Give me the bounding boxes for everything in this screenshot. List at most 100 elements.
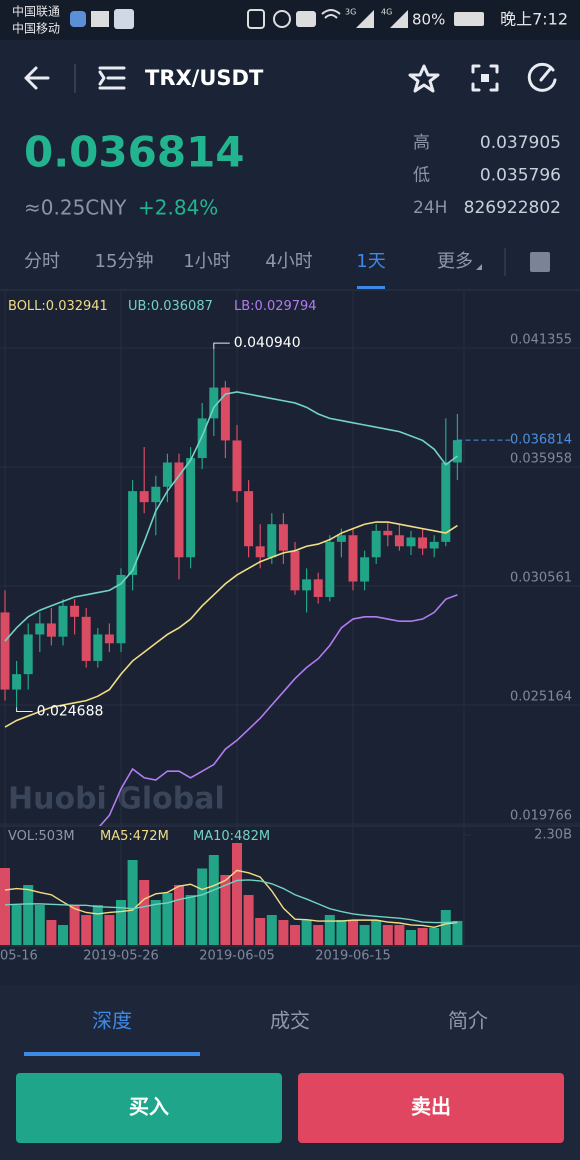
volume-bar <box>208 854 219 945</box>
candle-body <box>104 634 114 644</box>
volume-bar <box>232 842 242 945</box>
bottom-tab[interactable]: 简介 <box>448 1009 488 1033</box>
candle-body <box>406 537 416 547</box>
stat-value: 826922802 <box>464 198 561 218</box>
volume-ma-line <box>4 869 458 929</box>
volume-bar <box>313 925 324 945</box>
menu-button[interactable] <box>98 66 126 90</box>
period-tab[interactable]: 分时 <box>24 251 60 272</box>
volume-bar <box>81 915 92 945</box>
back-button[interactable] <box>24 66 50 90</box>
volume-bar <box>58 925 68 945</box>
stat-label: 高 <box>413 133 430 153</box>
battery-level: 80% <box>412 11 445 29</box>
candle-body <box>0 612 10 690</box>
candle-body <box>174 462 184 558</box>
volume-legend: MA10:482M <box>193 829 270 844</box>
carrier: 中国联通 <box>12 4 60 19</box>
volume-bar <box>324 915 335 945</box>
volume-bar <box>348 919 358 945</box>
status-icon <box>70 11 86 27</box>
volume-bar <box>69 905 80 945</box>
cny-price: ≈0.25CNY <box>24 196 127 220</box>
indicator-legend: BOLL:0.032941 <box>8 299 108 314</box>
candle-body <box>12 674 22 690</box>
volume-bar <box>394 925 405 945</box>
refresh-button[interactable] <box>527 62 557 92</box>
net-type: 3G <box>345 8 356 17</box>
high-label: 0.040940 <box>234 335 301 351</box>
trade-button[interactable] <box>16 1073 282 1143</box>
candle-body <box>81 616 91 661</box>
candle-body <box>336 535 346 542</box>
indicator-legend: LB:0.029794 <box>234 299 317 314</box>
candle-body <box>232 440 242 492</box>
signal-icon <box>356 10 374 28</box>
chart-area <box>0 290 580 946</box>
candle-body <box>244 491 254 547</box>
trade-button[interactable] <box>298 1073 564 1143</box>
net-type: 4G <box>381 8 392 17</box>
candle-body <box>383 530 393 536</box>
trade-button-label: 卖出 <box>411 1095 451 1119</box>
volume-bar <box>406 929 416 945</box>
trade-button-label: 买入 <box>129 1095 169 1119</box>
candle-body <box>267 524 277 558</box>
active-underline <box>24 1052 200 1056</box>
hd-icon <box>296 11 316 27</box>
legend-value: 0.029794 <box>255 299 317 314</box>
candle-body <box>93 634 103 661</box>
settings-icon[interactable] <box>530 252 550 272</box>
candle-body <box>302 579 312 591</box>
candle-body <box>128 491 138 575</box>
volume-bar <box>266 915 277 945</box>
candle-body <box>46 623 56 637</box>
candle-body <box>23 634 33 675</box>
period-tab[interactable]: 1小时 <box>183 251 230 272</box>
period-tab[interactable]: 1天 <box>356 251 385 272</box>
volume-bar <box>290 925 300 945</box>
volume-bar <box>220 874 231 945</box>
period-tab[interactable]: 15分钟 <box>95 251 154 272</box>
indicator-line <box>4 521 458 728</box>
candle-body <box>441 462 451 542</box>
volume-bar <box>452 920 463 945</box>
volume-bar <box>371 919 382 945</box>
volume-bar <box>92 905 103 945</box>
candle-body <box>348 535 358 582</box>
volume-bar <box>243 895 254 945</box>
indicator-line <box>98 594 458 826</box>
bottom-tab[interactable]: 深度 <box>92 1009 132 1033</box>
stat-value: 0.035796 <box>480 166 561 186</box>
favorite-button[interactable] <box>408 64 440 93</box>
indicator-line <box>4 391 458 642</box>
candle-body <box>278 524 288 551</box>
bottom-tab[interactable]: 成交 <box>270 1009 310 1033</box>
x-tick-label: 2019-05-26 <box>83 949 159 964</box>
period-tab[interactable]: 更多 <box>437 251 473 272</box>
dropdown-caret <box>476 264 482 270</box>
candle-body <box>116 574 126 644</box>
high-pointer <box>213 342 230 350</box>
candle-body <box>197 418 207 459</box>
legend-value: 0.036087 <box>151 299 213 314</box>
low-pointer <box>16 707 33 712</box>
stat-label: 低 <box>413 166 430 186</box>
volume-bar <box>301 919 312 945</box>
volume-bar <box>440 909 451 945</box>
y-tick-label: 0.025164 <box>510 689 572 704</box>
candle-body <box>162 462 172 487</box>
low-label: 0.024688 <box>37 703 104 719</box>
carrier: 中国移动 <box>12 21 60 36</box>
scan-button[interactable] <box>471 64 499 92</box>
candle-body <box>290 550 300 591</box>
volume-bar <box>162 893 173 945</box>
period-tab[interactable]: 4小时 <box>265 251 312 272</box>
volume-bar <box>278 919 289 945</box>
candle-body <box>360 557 370 582</box>
volume-bar <box>34 905 45 945</box>
volume-bar <box>185 895 196 945</box>
wifi-icon <box>321 9 341 19</box>
candle-body <box>429 541 439 549</box>
candle-body <box>209 387 219 419</box>
